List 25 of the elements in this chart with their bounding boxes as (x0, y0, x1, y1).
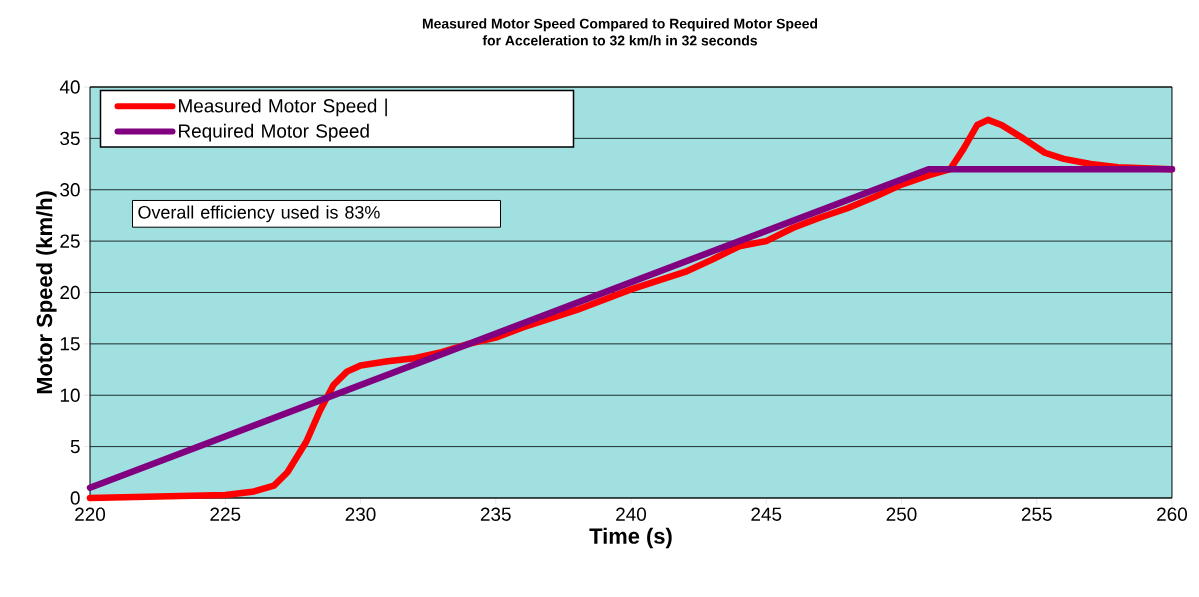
chart-title: Measured Motor Speed Compared to Required Motor Speed (422, 18, 818, 32)
y-tick-label: 25 (60, 234, 80, 248)
x-tick-label: 255 (1021, 507, 1052, 521)
y-tick-label: 5 (70, 440, 80, 454)
y-tick-label: 20 (60, 285, 80, 300)
x-tick-label: 250 (886, 507, 917, 521)
legend-label: Measured Motor Speed | (179, 98, 387, 117)
chart-subtitle: for Acceleration to 32 km/h in 32 seconds (482, 35, 757, 46)
x-tick-label: 230 (345, 507, 376, 521)
y-tick-label: 35 (60, 131, 80, 146)
x-tick-label: 220 (75, 507, 106, 521)
y-tick-label: 30 (60, 183, 80, 197)
y-tick-label: 0 (70, 491, 80, 505)
x-tick-label: 235 (480, 507, 511, 521)
x-axis-title: Time (s) (589, 527, 672, 549)
legend-label: Required Motor Speed (179, 123, 369, 142)
annotation: Overall efficiency used is 83% (138, 205, 380, 223)
y-tick-label: 10 (60, 388, 80, 402)
y-axis-title: Motor Speed (km/h) (36, 191, 57, 394)
x-tick-label: 225 (210, 507, 241, 521)
x-tick-label: 260 (1157, 507, 1187, 521)
x-tick-label: 240 (616, 507, 647, 521)
x-tick-label: 245 (751, 507, 782, 521)
y-tick-label: 40 (59, 80, 80, 94)
y-tick-label: 15 (60, 337, 80, 351)
